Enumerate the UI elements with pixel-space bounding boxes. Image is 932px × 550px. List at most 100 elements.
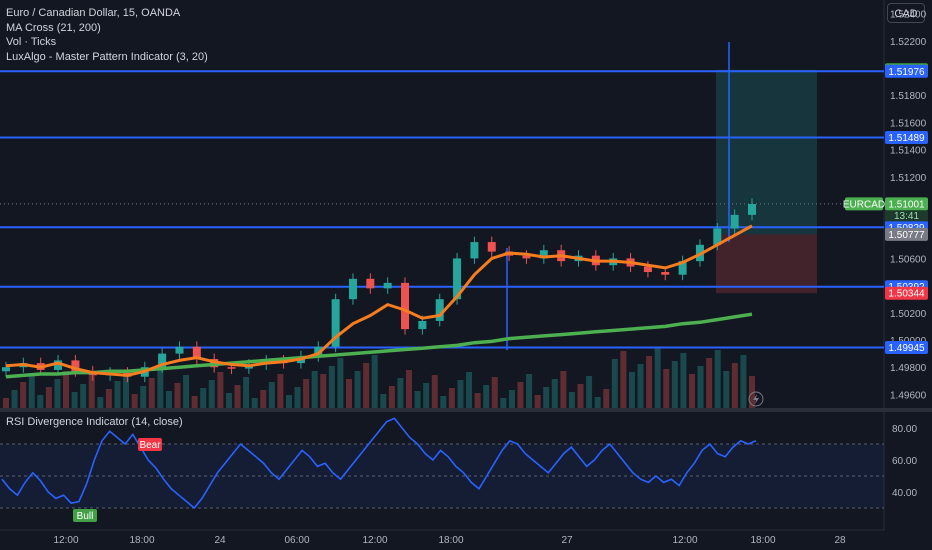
rsi-tick-label: 60.00 [892,456,917,467]
volume-bar [225,393,232,408]
volume-bar [337,358,344,408]
volume-bar [63,371,70,408]
candle-body[interactable] [175,346,184,354]
candle-body[interactable] [192,346,201,360]
volume-bar [534,395,541,408]
candle-body[interactable] [522,255,531,259]
candle-body[interactable] [748,204,756,215]
volume-bar [174,383,181,408]
volume-bar [28,374,35,408]
candle-body[interactable] [348,278,357,300]
volume-bar [671,361,678,408]
indicator-volume[interactable]: Vol · Ticks [6,36,57,48]
rsi-title[interactable]: RSI Divergence Indicator (14, close) [6,416,183,428]
currency-button[interactable]: CAD [887,3,925,23]
volume-bar [328,366,335,408]
volume-bar [500,398,507,408]
candle-body[interactable] [487,242,496,252]
volume-bar [234,385,241,408]
candle-body[interactable] [453,258,462,300]
bull-label: Bull [77,511,94,522]
volume-bar [431,375,438,408]
price-tick-label: 1.51400 [890,146,927,157]
volume-bar [620,351,627,408]
time-tick-label: 18:00 [129,535,154,546]
volume-bar [345,379,352,408]
price-tick-label: 1.50600 [890,254,927,265]
candle-body[interactable] [158,353,167,368]
candle-body[interactable] [418,320,427,330]
chart-legend: Euro / Canadian Dollar, 15, OANDA MA Cro… [6,6,208,64]
volume-bar [371,355,378,408]
candle-body[interactable] [54,360,63,370]
candle-body[interactable] [331,299,340,347]
candle-body[interactable] [227,367,236,369]
volume-bar [406,370,413,408]
price-tick-label: 1.49600 [890,390,927,401]
symbol-tag: EURCAD [843,199,885,210]
price-tick-label: 1.51600 [890,118,927,129]
time-tick-label: 18:00 [750,535,775,546]
rsi-band [0,444,884,508]
volume-bar [483,385,490,408]
volume-bar [114,381,121,408]
candle-body[interactable] [435,299,444,321]
price-tick-label: 1.51200 [890,173,927,184]
volume-bar [586,376,593,408]
candle-body[interactable] [2,367,10,372]
time-tick-label: 24 [214,535,226,546]
lightning-icon[interactable] [748,391,764,407]
volume-bar [688,374,695,408]
volume-bar [637,364,644,408]
candle-body[interactable] [366,278,375,289]
candle-body[interactable] [71,360,80,372]
price-label-bg [885,227,928,241]
symbol-title[interactable]: Euro / Canadian Dollar, 15, OANDA [6,7,181,19]
rsi-tick-label: 40.00 [892,488,917,499]
candle-body[interactable] [713,228,722,245]
volume-bar [560,371,567,408]
candle-body[interactable] [383,282,392,289]
candle-body[interactable] [730,214,739,229]
volume-bar [551,379,558,408]
time-tick-label: 12:00 [672,535,697,546]
candle-body[interactable] [470,242,479,259]
volume-bar [491,377,498,408]
volume-bar [448,388,455,408]
volume-bar [71,392,78,408]
bear-label: Bear [139,440,161,451]
indicator-master-pattern[interactable]: LuxAlgo - Master Pattern Indicator (3, 2… [6,50,208,63]
volume-bar [97,397,104,408]
time-tick-label: 28 [834,535,846,546]
rsi-line[interactable] [1,417,757,510]
volume-bar [749,376,755,408]
price-tick-label: 1.50200 [890,309,927,320]
candle-body[interactable] [401,282,410,330]
price-label: 1.51001 [888,199,925,210]
bull-label-bg [73,509,97,522]
time-tick-label: 12:00 [53,535,78,546]
time-tick-label: 18:00 [438,535,463,546]
volume-bar [611,359,618,408]
volume-bar [706,358,713,408]
volume-bar [466,372,473,408]
price-label: 1.50777 [888,230,925,241]
price-label: 1.51489 [888,133,925,144]
indicator-ma-cross[interactable]: MA Cross (21, 200) [6,21,101,34]
candle-body[interactable] [678,261,687,275]
ma-21-line[interactable] [5,224,753,377]
volume-bar [37,395,44,408]
price-tick-label: 1.51800 [890,91,927,102]
ma-200-line[interactable] [5,312,753,379]
volume-bar [594,397,601,408]
candle-body[interactable] [539,250,548,259]
price-tick-label: 1.52200 [890,37,927,48]
volume-bar [88,376,95,408]
volume-bar [243,377,250,408]
candle-body[interactable] [643,266,652,272]
price-label: 1.49945 [888,343,925,354]
volume-bar [277,374,284,408]
candle-body[interactable] [661,272,670,275]
volume-bar [320,374,327,408]
